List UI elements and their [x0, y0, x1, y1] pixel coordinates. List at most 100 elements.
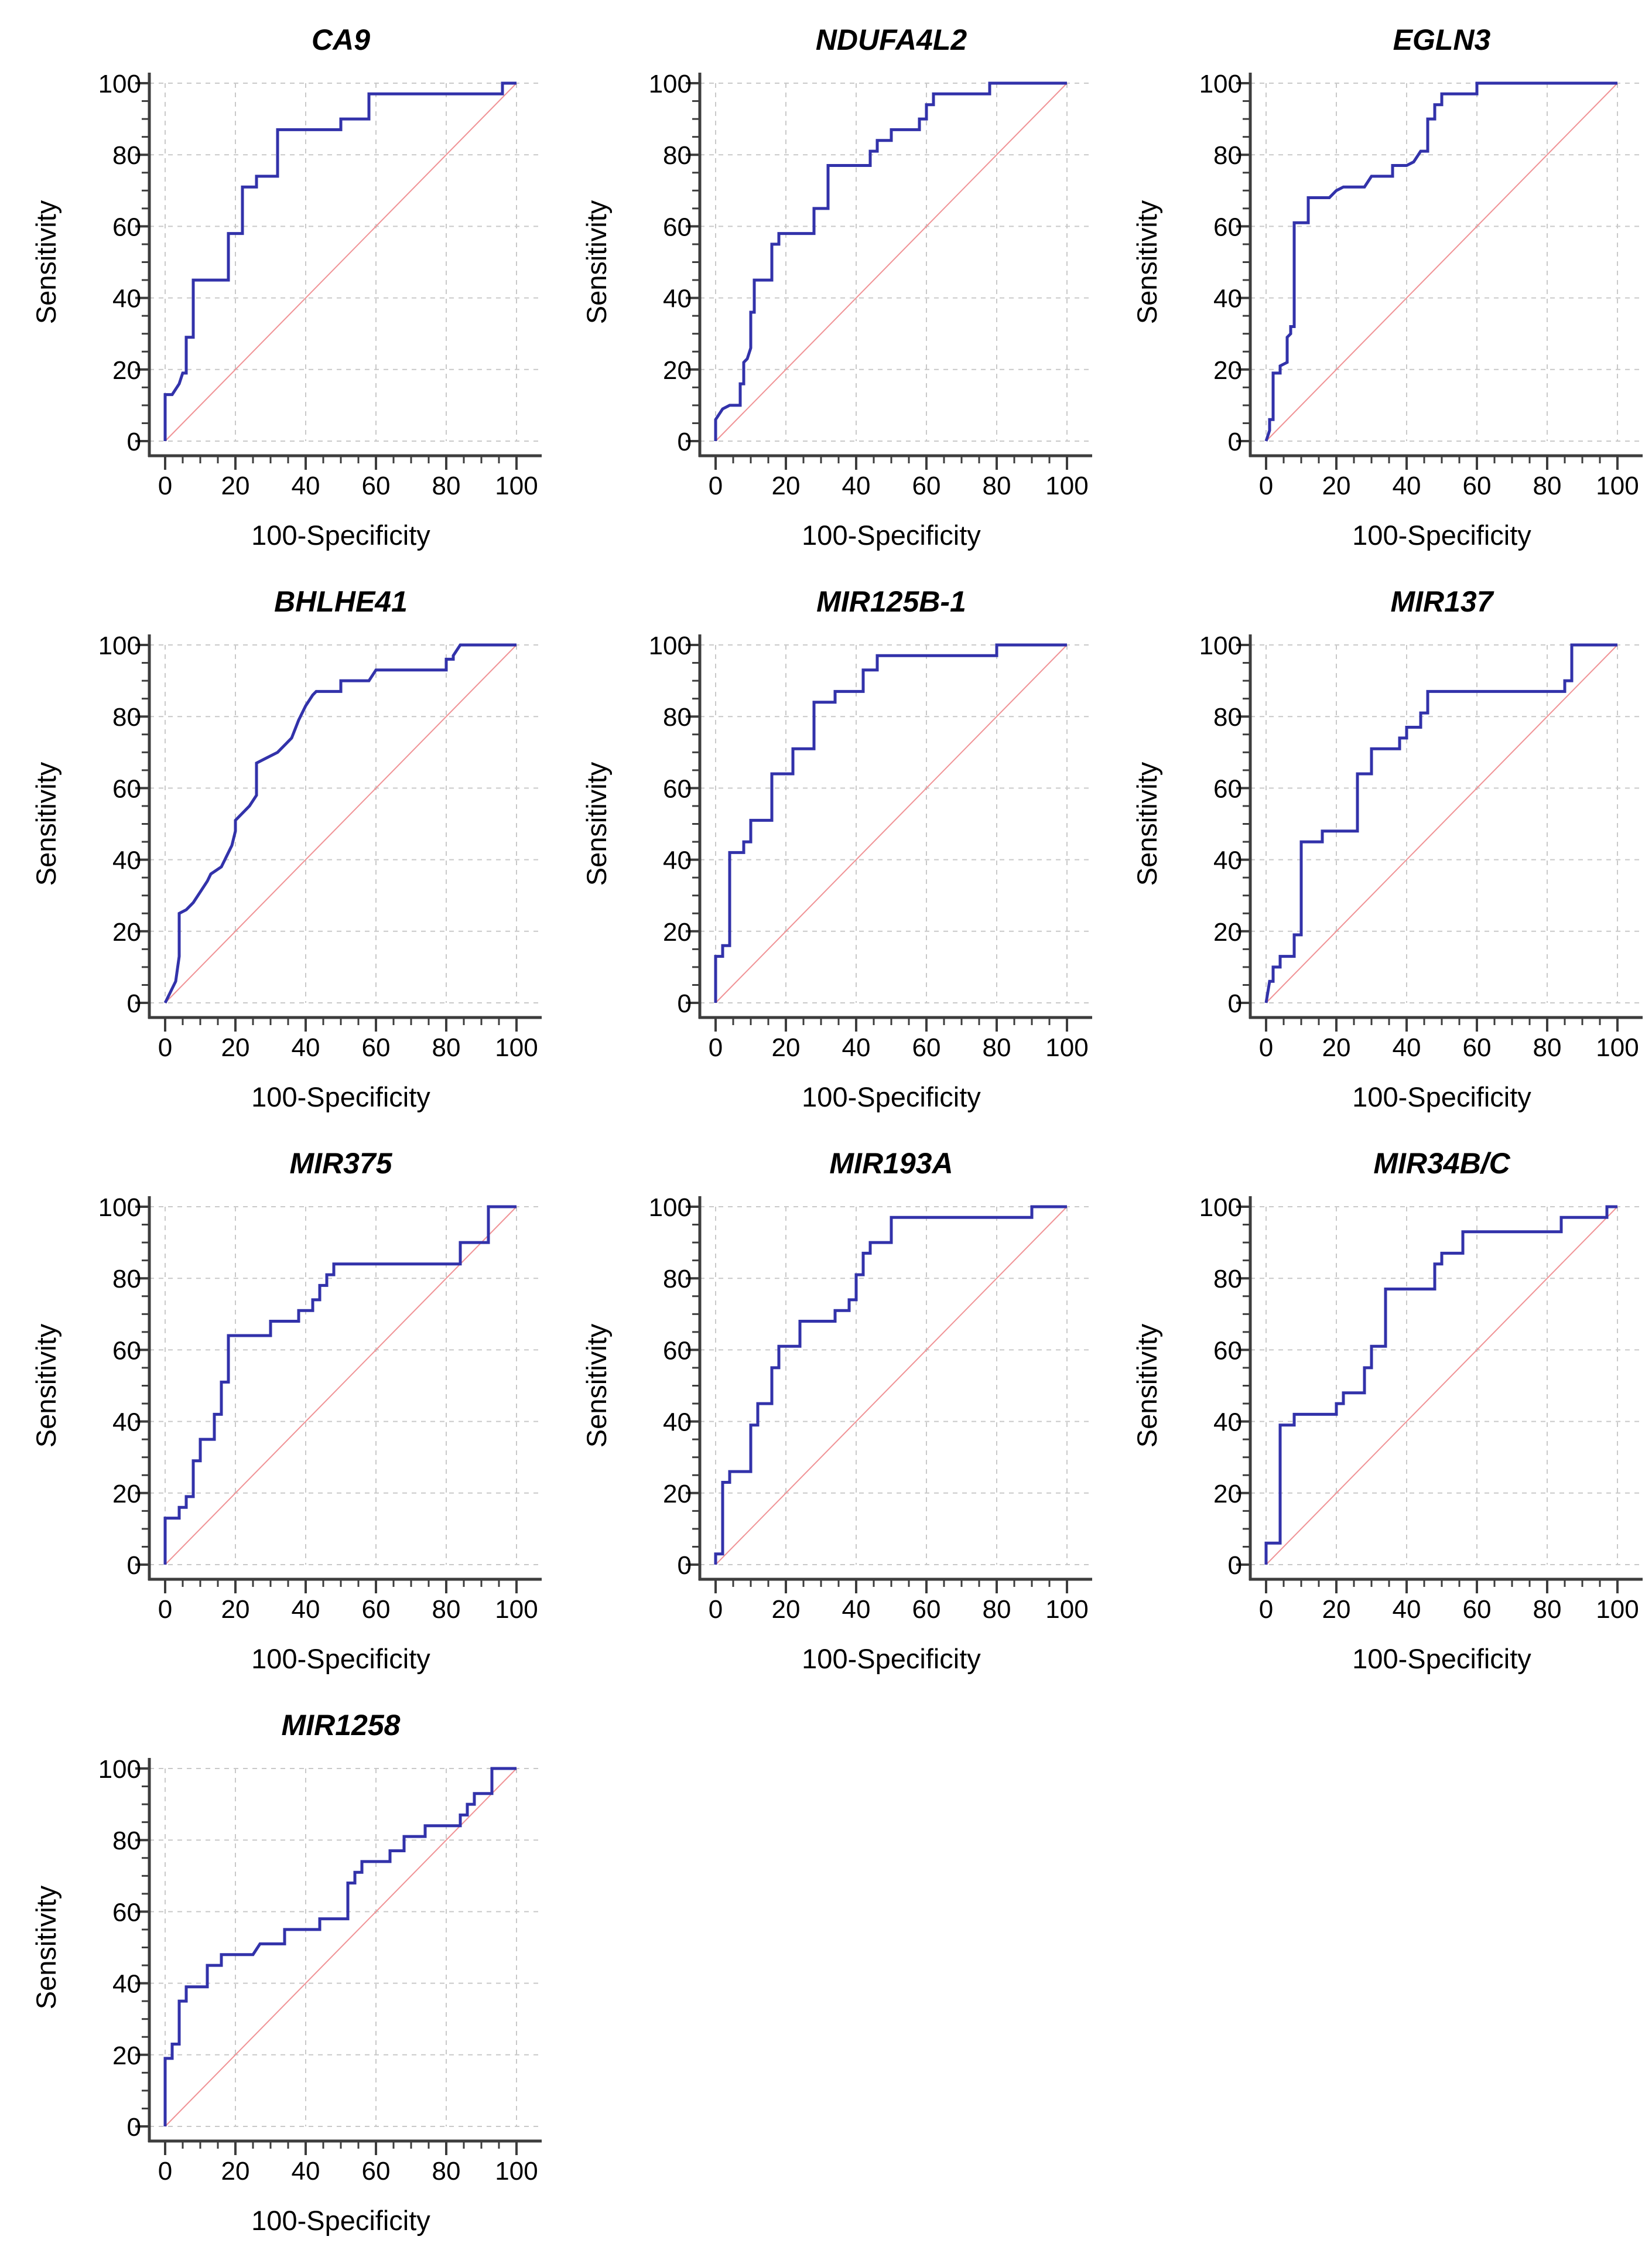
- y-tick-label: 60: [112, 774, 141, 803]
- x-tick-label: 0: [158, 472, 172, 500]
- x-tick-label: 100: [495, 1595, 538, 1624]
- y-tick-label: 60: [1213, 213, 1242, 241]
- y-tick-label: 80: [1213, 703, 1242, 732]
- roc-curve: [163, 643, 517, 1004]
- chart-title: MIR137: [1390, 585, 1494, 618]
- x-axis-title: 100-Specificity: [251, 520, 430, 551]
- x-tick-label: 60: [912, 1033, 941, 1062]
- x-tick-label: 60: [1463, 472, 1492, 500]
- x-tick-label: 60: [1463, 1033, 1492, 1062]
- roc-chart-svg-egln3: 0 20 40 60 80 100 0 20 40 60 80 100 EGLN3 100-Specifi…: [1131, 23, 1643, 551]
- x-tick-label: 100: [495, 1033, 538, 1062]
- x-tick-label: 0: [158, 1033, 172, 1062]
- x-tick-label: 40: [292, 472, 320, 500]
- y-tick-label: 0: [127, 989, 141, 1018]
- y-axis-title: Sensitivity: [581, 1323, 612, 1447]
- x-tick-label: 40: [1393, 1595, 1421, 1624]
- x-axis-title: 100-Specificity: [802, 1081, 981, 1112]
- y-tick-label: 40: [1213, 1408, 1242, 1437]
- y-tick-label: 20: [1213, 356, 1242, 385]
- x-axis-title: 100-Specificity: [802, 520, 981, 551]
- y-tick-label: 60: [1213, 774, 1242, 803]
- x-tick-label: 80: [983, 1033, 1011, 1062]
- x-axis-title: 100-Specificity: [1352, 1081, 1531, 1112]
- x-tick-label: 100: [1596, 1033, 1639, 1062]
- y-tick-label: 20: [112, 918, 141, 947]
- y-tick-label: 100: [1199, 631, 1242, 660]
- reference-diagonal: [715, 644, 1068, 1003]
- chart-title: NDUFA4L2: [816, 23, 967, 56]
- y-tick-label: 60: [1213, 1336, 1242, 1365]
- y-tick-label: 100: [98, 1193, 141, 1222]
- y-tick-label: 20: [112, 356, 141, 385]
- y-tick-label: 0: [678, 989, 692, 1018]
- y-tick-label: 100: [98, 1755, 141, 1784]
- y-axis-title: Sensitivity: [581, 200, 612, 324]
- x-tick-label: 20: [772, 472, 801, 500]
- roc-chart-svg-mir34b-c: 0 20 40 60 80 100 0 20 40 60 80 100 MIR34B/C 100-Spec…: [1131, 1147, 1643, 1674]
- y-axis-title: Sensitivity: [1131, 200, 1162, 324]
- x-tick-label: 0: [1259, 1595, 1273, 1624]
- x-tick-label: 20: [1322, 472, 1351, 500]
- x-tick-label: 80: [432, 1595, 461, 1624]
- x-tick-label: 80: [1533, 1033, 1562, 1062]
- y-tick-label: 0: [127, 2113, 141, 2142]
- y-tick-label: 100: [98, 70, 141, 98]
- x-tick-label: 20: [772, 1033, 801, 1062]
- reference-diagonal: [715, 1206, 1068, 1565]
- y-tick-label: 100: [649, 631, 692, 660]
- y-tick-label: 20: [663, 356, 692, 385]
- roc-chart-svg-mir137: 0 20 40 60 80 100 0 20 40 60 80 100 MIR137 100-Specif…: [1131, 585, 1643, 1112]
- x-tick-label: 20: [1322, 1595, 1351, 1624]
- x-tick-label: 40: [842, 1595, 871, 1624]
- roc-chart-svg-mir193a: 0 20 40 60 80 100 0 20 40 60 80 100 MIR193A 100-Speci…: [581, 1147, 1092, 1674]
- x-tick-label: 20: [1322, 1033, 1351, 1062]
- reference-diagonal: [165, 644, 517, 1003]
- y-axis-title: Sensitivity: [30, 762, 61, 886]
- y-axis-title: Sensitivity: [581, 762, 612, 886]
- y-tick-label: 100: [98, 631, 141, 660]
- roc-chart-mir1258: 0 20 40 60 80 100 0 20 40 60 80 100 MIR1258 100-Speci…: [0, 1685, 550, 2247]
- roc-chart-ca9: 0 20 40 60 80 100 0 20 40 60 80 100 CA9 100-Specifici…: [0, 0, 550, 562]
- y-tick-label: 40: [1213, 285, 1242, 313]
- roc-chart-svg-bhlhe41: 0 20 40 60 80 100 0 20 40 60 80 100 BHLHE41 100-Speci…: [30, 585, 542, 1112]
- y-tick-label: 0: [678, 1551, 692, 1580]
- y-tick-label: 60: [663, 1336, 692, 1365]
- x-tick-label: 60: [912, 472, 941, 500]
- y-tick-label: 0: [678, 428, 692, 456]
- reference-diagonal: [1265, 83, 1618, 442]
- y-tick-label: 40: [112, 1970, 141, 1999]
- y-axis-title: Sensitivity: [30, 1885, 61, 2009]
- y-tick-label: 20: [663, 1480, 692, 1508]
- roc-chart-egln3: 0 20 40 60 80 100 0 20 40 60 80 100 EGLN3 100-Specifi…: [1101, 0, 1652, 562]
- y-tick-label: 0: [1228, 1551, 1242, 1580]
- reference-diagonal: [165, 1206, 517, 1565]
- roc-chart-svg-mir1258: 0 20 40 60 80 100 0 20 40 60 80 100 MIR1258 100-Speci…: [30, 1709, 542, 2236]
- y-tick-label: 80: [1213, 141, 1242, 170]
- roc-chart-ndufa4l2: 0 20 40 60 80 100 0 20 40 60 80 100 NDUFA4L2 100-Spec…: [550, 0, 1101, 562]
- x-tick-label: 40: [292, 1595, 320, 1624]
- y-tick-label: 80: [112, 703, 141, 732]
- x-tick-label: 80: [983, 472, 1011, 500]
- chart-title: MIR125B-1: [816, 585, 966, 618]
- x-tick-label: 0: [158, 1595, 172, 1624]
- y-tick-label: 60: [112, 1898, 141, 1927]
- y-tick-label: 20: [112, 1480, 141, 1508]
- x-tick-label: 40: [842, 472, 871, 500]
- y-tick-label: 0: [1228, 989, 1242, 1018]
- x-tick-label: 80: [1533, 472, 1562, 500]
- x-tick-label: 20: [221, 472, 250, 500]
- chart-title: BHLHE41: [274, 585, 408, 618]
- x-tick-label: 100: [1596, 1595, 1639, 1624]
- roc-curve: [714, 643, 1067, 1003]
- reference-diagonal: [715, 83, 1068, 442]
- roc-curve: [1264, 81, 1617, 442]
- roc-chart-svg-ca9: 0 20 40 60 80 100 0 20 40 60 80 100 CA9 100-Specifici…: [30, 23, 542, 551]
- y-tick-label: 80: [112, 1265, 141, 1293]
- x-tick-label: 80: [1533, 1595, 1562, 1624]
- y-tick-label: 40: [112, 846, 141, 875]
- y-tick-label: 80: [663, 141, 692, 170]
- y-tick-label: 80: [663, 1265, 692, 1293]
- x-tick-label: 100: [1596, 472, 1639, 500]
